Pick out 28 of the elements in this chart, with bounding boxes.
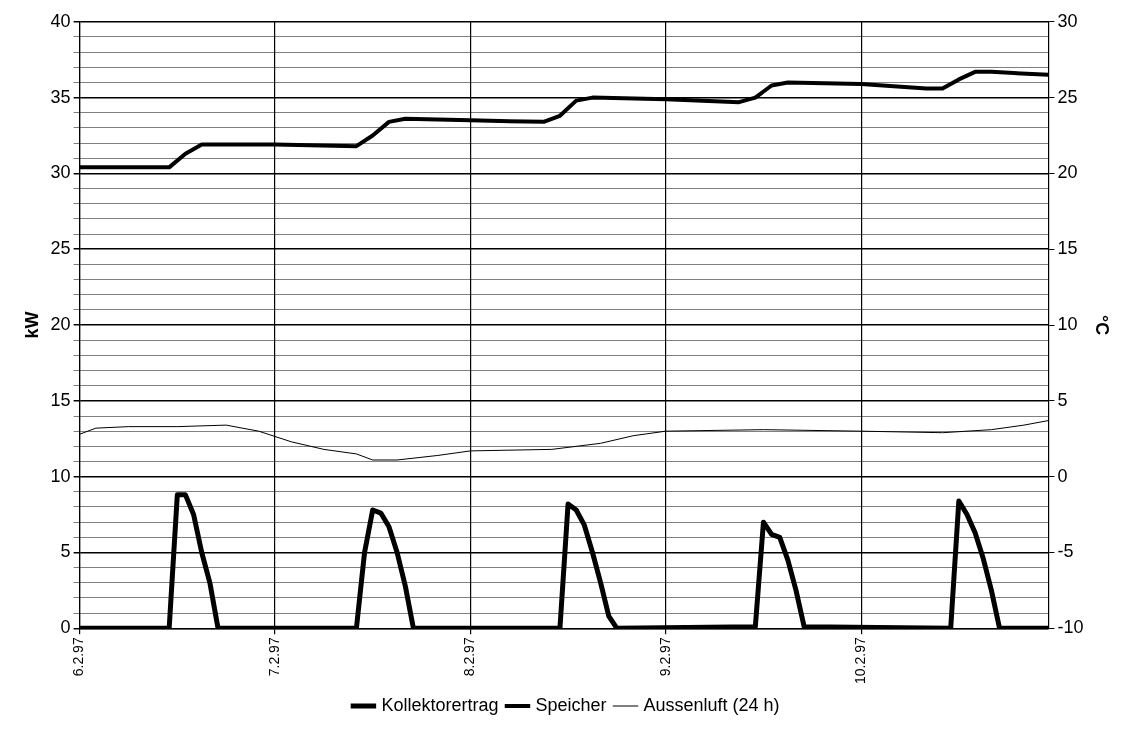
y-tick-label: 5 [60,541,71,562]
x-tick-label: 9.2.97 [656,637,673,677]
y-tick-label: 30 [50,162,71,183]
y2-tick-label: 25 [1057,86,1078,107]
y-tick-label: 25 [50,238,71,259]
y2-tick-label: 30 [1057,10,1078,31]
y-axis-title: kW [21,311,42,339]
y2-tick-label: 10 [1057,314,1078,335]
y2-tick-label: -5 [1057,541,1074,562]
y-tick-label: 0 [60,617,71,638]
y-tick-label: 40 [50,10,71,31]
legend-label: Kollektorertrag [381,694,499,715]
y2-tick-label: -10 [1057,617,1084,638]
legend-label: Speicher [535,694,607,715]
x-tick-label: 6.2.97 [70,637,87,677]
y2-tick-label: 15 [1057,238,1078,259]
y-tick-label: 20 [50,314,71,335]
y2-tick-label: 0 [1057,465,1068,486]
x-tick-label: 7.2.97 [265,637,282,677]
y2-tick-label: 20 [1057,162,1078,183]
x-tick-label: 8.2.97 [461,637,478,677]
y-tick-label: 35 [50,86,71,107]
x-tick-label: 10.2.97 [852,637,868,685]
y-tick-label: 10 [50,465,71,486]
y-tick-label: 15 [50,389,71,410]
y2-tick-label: 5 [1057,389,1068,410]
legend-label: Aussenluft (24 h) [643,694,780,715]
y2-axis-title: °C [1092,314,1113,336]
